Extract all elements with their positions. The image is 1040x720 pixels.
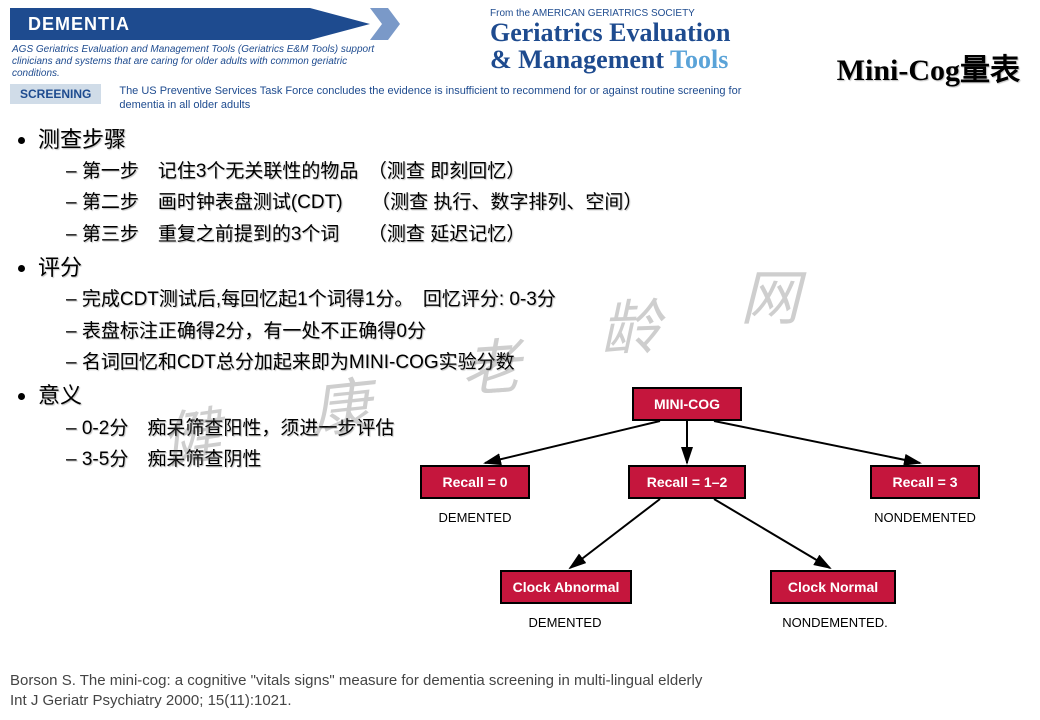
fc-root: MINI-COG	[632, 387, 742, 421]
section-steps: 测查步骤 第一步 记住3个无关联性的物品 （测查 即刻回忆） 第二步 画时钟表盘…	[38, 123, 1010, 249]
header-subtitle: AGS Geriatrics Evaluation and Management…	[10, 40, 390, 80]
score-item: 完成CDT测试后,每回忆起1个词得1分。 回忆评分: 0-3分	[66, 285, 1010, 314]
fc-recall3: Recall = 3	[870, 465, 980, 499]
fc-label-demented: DEMENTED	[430, 510, 520, 525]
score-item: 名词回忆和CDT总分加起来即为MINI-COG实验分数	[66, 348, 1010, 377]
citation-line2: Int J Geriatr Psychiatry 2000; 15(11):10…	[10, 691, 702, 711]
section-scoring: 评分 完成CDT测试后,每回忆起1个词得1分。 回忆评分: 0-3分 表盘标注正…	[38, 251, 1010, 377]
fc-recall12: Recall = 1–2	[628, 465, 746, 499]
screening-text: The US Preventive Services Task Force co…	[101, 84, 741, 113]
gem-line2a: & Management	[490, 45, 670, 74]
screening-label: SCREENING	[10, 84, 101, 104]
fc-clock-abnormal: Clock Abnormal	[500, 570, 632, 604]
step-item: 第二步 画时钟表盘测试(CDT) （测查 执行、数字排列、空间）	[66, 188, 1010, 217]
citation: Borson S. The mini-cog: a cognitive "vit…	[10, 671, 702, 710]
page-title: Mini-Cog量表	[837, 45, 1020, 89]
fc-label-nondemented: NONDEMENTED	[860, 510, 990, 525]
flowchart: MINI-COG Recall = 0 Recall = 1–2 Recall …	[400, 375, 1020, 655]
step-item: 第三步 重复之前提到的3个词 （测查 延迟记忆）	[66, 220, 1010, 249]
fc-clock-normal: Clock Normal	[770, 570, 896, 604]
gem-title-block: From the AMERICAN GERIATRICS SOCIETY Ger…	[490, 8, 730, 74]
fc-recall0: Recall = 0	[420, 465, 530, 499]
gem-line2b: Tools	[670, 45, 728, 74]
citation-line1: Borson S. The mini-cog: a cognitive "vit…	[10, 671, 702, 691]
fc-label-demented2: DEMENTED	[520, 615, 610, 630]
step-item: 第一步 记住3个无关联性的物品 （测查 即刻回忆）	[66, 157, 1010, 186]
score-item: 表盘标注正确得2分，有一处不正确得0分	[66, 317, 1010, 346]
dementia-banner: DEMENTIA	[10, 8, 310, 40]
gem-line1: Geriatrics Evaluation	[490, 18, 730, 47]
fc-label-nondemented2: NONDEMENTED.	[770, 615, 900, 630]
